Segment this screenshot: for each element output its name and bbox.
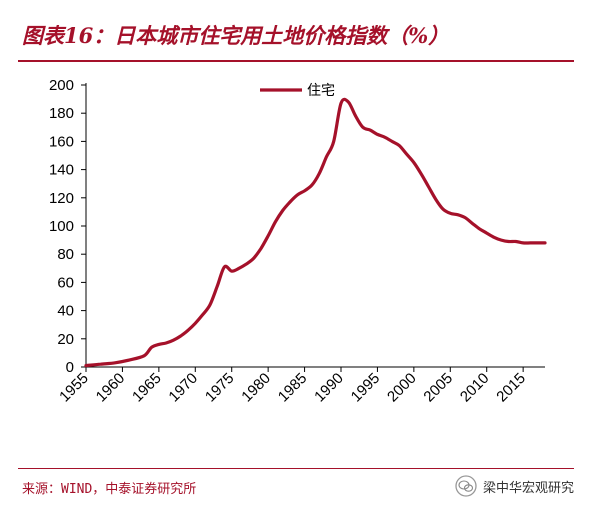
source-note: 来源：WIND，中泰证券研究所	[22, 482, 197, 497]
x-tick-label: 1995	[348, 370, 384, 406]
x-tick-label: 1955	[56, 370, 92, 406]
chart-series	[84, 97, 547, 368]
y-tick-label: 140	[49, 162, 74, 179]
chart-axes	[85, 83, 545, 368]
y-tick-label: 80	[57, 246, 74, 263]
x-tick-label: 1990	[311, 370, 347, 406]
x-tick-label: 2010	[457, 370, 493, 406]
y-tick-label: 100	[49, 218, 74, 235]
y-tick-label: 120	[49, 190, 74, 207]
footer-divider	[18, 468, 574, 469]
x-tick-label: 2015	[493, 370, 529, 406]
y-tick-label: 180	[49, 105, 74, 122]
x-tick-label: 1975	[202, 370, 238, 406]
y-tick-label: 20	[57, 331, 74, 348]
chart-legend: 住宅	[260, 82, 335, 98]
y-tick-label: 0	[66, 359, 74, 376]
series-line-0	[84, 97, 547, 368]
x-tick-label: 1960	[93, 370, 129, 406]
x-tick-label: 2005	[420, 370, 456, 406]
y-tick-label: 200	[49, 77, 74, 94]
y-tick-label: 40	[57, 303, 74, 320]
x-tick-label: 1970	[165, 370, 201, 406]
watermark: 梁中华宏观研究	[455, 475, 574, 497]
y-tick-label: 60	[57, 274, 74, 291]
legend-label: 住宅	[307, 82, 335, 98]
wechat-icon	[455, 475, 477, 497]
x-tick-label: 1980	[238, 370, 274, 406]
y-tick-label: 160	[49, 133, 74, 150]
x-tick-label: 1985	[275, 370, 311, 406]
chart-title: 图表16：日本城市住宅用土地价格指数（%）	[22, 23, 450, 48]
watermark-text: 梁中华宏观研究	[482, 480, 574, 496]
x-tick-label: 2000	[384, 370, 420, 406]
x-tick-label: 1965	[129, 370, 165, 406]
title-divider	[18, 60, 574, 62]
